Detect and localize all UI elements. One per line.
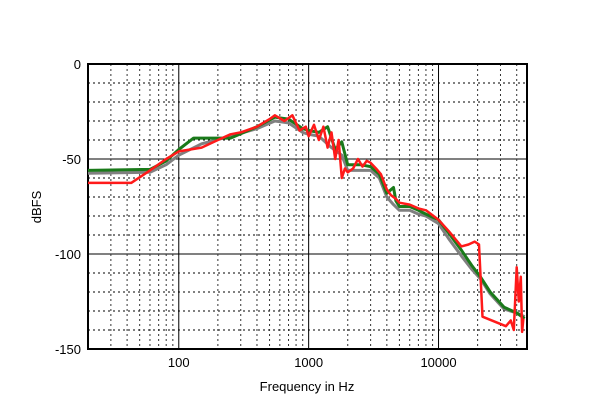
series-line-red	[88, 114, 525, 334]
tick-labels: 100 1000 10000 0 -50 -100 -150	[55, 57, 457, 370]
y-tick-label: -150	[55, 342, 81, 357]
y-tick-label: 0	[74, 57, 81, 72]
x-tick-label: 1000	[294, 355, 323, 370]
x-tick-label: 100	[168, 355, 190, 370]
plot-frame	[87, 63, 528, 350]
series-group	[87, 114, 526, 334]
y-tick-label: -50	[62, 152, 81, 167]
series-line-green	[87, 115, 526, 320]
y-tick-label: -100	[55, 247, 81, 262]
grid	[87, 63, 527, 350]
y-axis-label: dBFS	[29, 190, 44, 223]
series-line-gray	[87, 119, 526, 319]
x-tick-label: 10000	[420, 355, 456, 370]
x-axis-label: Frequency in Hz	[260, 379, 355, 394]
